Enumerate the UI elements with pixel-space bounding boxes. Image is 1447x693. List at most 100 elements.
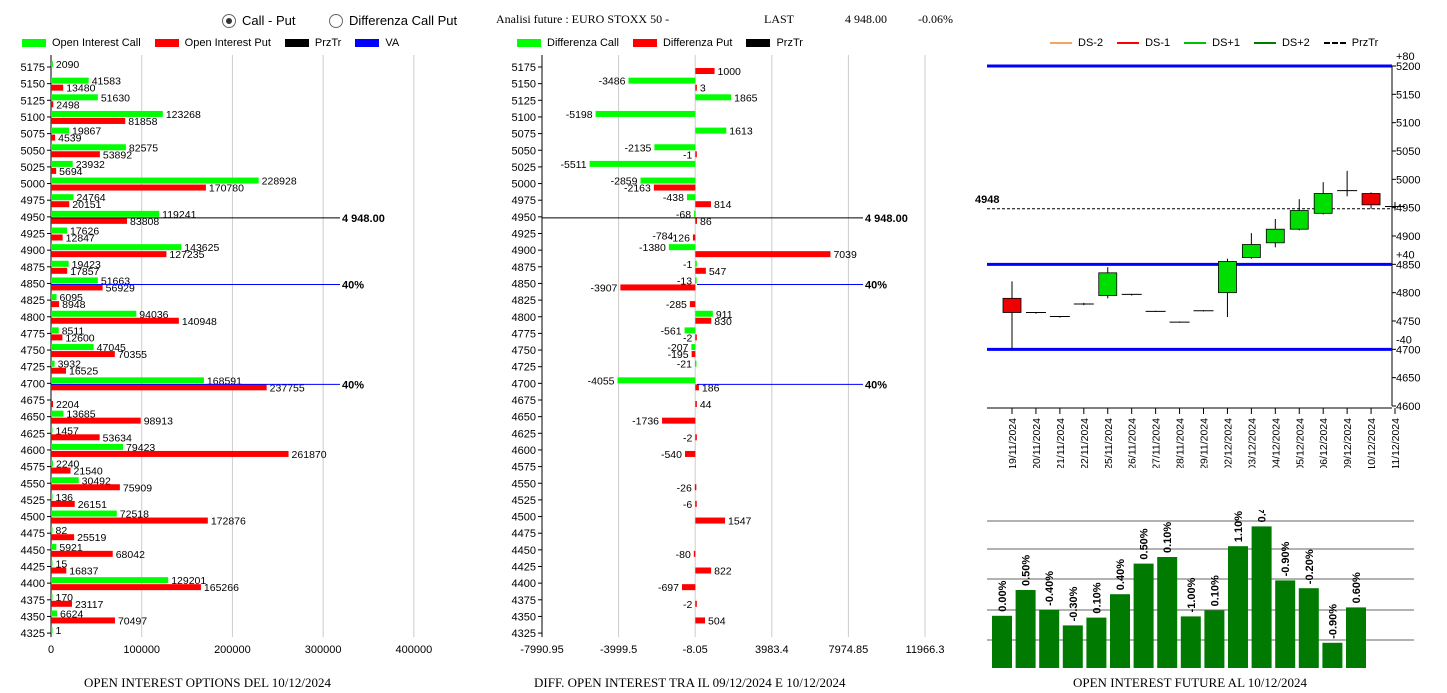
legend2-put: Differenza Put <box>662 37 733 49</box>
strike-label: 5025 <box>512 162 536 174</box>
strike-label: 4525 <box>21 495 45 507</box>
call-bar <box>51 510 117 517</box>
strike-label: 4550 <box>512 478 536 490</box>
put-value-label: 83808 <box>130 216 159 228</box>
date-label: 25/11/2024 <box>1103 418 1115 468</box>
call-value-label: 82575 <box>129 142 158 154</box>
strike-label: 4700 <box>512 378 536 390</box>
future-bar <box>1110 594 1130 668</box>
put-value-label: -2 <box>683 599 692 611</box>
legend-future: DS-2 DS-1 DS+1 DS+2 PrzTr <box>1050 37 1378 49</box>
put-bar <box>51 317 179 324</box>
put-swatch <box>154 39 179 47</box>
call-bar <box>51 210 160 217</box>
call-bar <box>51 344 94 351</box>
price-label: 4948 <box>975 194 999 206</box>
put-value-label: 26151 <box>78 499 107 511</box>
footer-diff: DIFF. OPEN INTEREST TRA IL 09/12/2024 E … <box>534 675 846 690</box>
put-bar <box>695 384 699 391</box>
future-bar <box>1180 616 1201 668</box>
put-bar <box>51 534 75 541</box>
date-label: 02/12/2024 <box>1222 418 1234 468</box>
strike-label: 4400 <box>512 578 536 590</box>
strike-label: 4625 <box>21 428 45 440</box>
put-value-label: 261870 <box>292 449 327 461</box>
put-bar <box>695 600 697 607</box>
strike-label: 4350 <box>512 611 536 623</box>
call-value-label: 1865 <box>734 92 758 104</box>
strike-label: 4875 <box>512 262 536 274</box>
put-value-label: 98913 <box>144 416 173 428</box>
put-value-label: -26 <box>677 482 692 494</box>
put-value-label: -1736 <box>632 416 659 428</box>
date-label: 22/11/2024 <box>1079 418 1091 468</box>
put-value-label: 75909 <box>123 482 152 494</box>
call-bar <box>51 627 53 634</box>
call-value-label: 82 <box>56 525 68 537</box>
put-bar <box>51 351 115 358</box>
call-bar <box>51 427 53 434</box>
radio-selected-icon <box>222 13 236 28</box>
put-bar <box>695 317 712 324</box>
put-bar <box>695 567 712 574</box>
strike-label: 5125 <box>21 95 45 107</box>
candle-body <box>1218 261 1237 294</box>
prztr-swatch <box>284 39 309 47</box>
call-bar <box>694 210 696 217</box>
strike-label: 4875 <box>21 262 45 274</box>
put-value-label: -126 <box>669 233 690 245</box>
put-bar <box>695 500 697 507</box>
future-bar-label: -0.30% <box>1068 586 1080 621</box>
strike-label: 5050 <box>21 145 45 157</box>
future-bar <box>1322 642 1343 668</box>
put-value-label: -1 <box>683 149 692 161</box>
call-value-label: 911 <box>716 309 733 321</box>
future-bar <box>1039 609 1060 668</box>
strike-label: 5075 <box>512 129 536 141</box>
put-bar <box>695 517 726 524</box>
put-value-label: 1000 <box>718 66 742 78</box>
diff-prztr-swatch <box>746 39 771 47</box>
put-bar <box>51 251 167 258</box>
future-bar <box>1346 607 1366 668</box>
strike-label: 4375 <box>21 595 45 607</box>
strike-label: 4725 <box>21 362 45 374</box>
put-bar <box>51 234 63 241</box>
future-bar-label: -0.40% <box>1044 571 1056 606</box>
put-bar <box>51 584 201 591</box>
call-bar <box>51 360 55 367</box>
call-put-radio[interactable]: Call - Put <box>222 13 295 28</box>
future-bar-label: 0.40% <box>1257 510 1269 522</box>
strike-label: 4575 <box>512 462 536 474</box>
legend-diff: Differenza Call Differenza Put PrzTr <box>517 37 803 49</box>
put-value-label: 70497 <box>118 615 147 627</box>
legend3-dsp2: DS+2 <box>1281 37 1310 49</box>
put-value-label: 127235 <box>169 249 204 261</box>
future-bar-label: 0.50% <box>1139 528 1151 559</box>
call-bar <box>695 127 727 134</box>
put-bar <box>689 301 696 308</box>
call-bar <box>51 260 69 267</box>
future-bar <box>1015 590 1036 668</box>
strike-label: 5025 <box>21 162 45 174</box>
call-value-label: -5198 <box>566 109 593 121</box>
va-label: 40% <box>342 379 364 391</box>
put-value-label: 81858 <box>128 116 157 128</box>
future-bar <box>1298 588 1319 668</box>
diff-call-put-radio[interactable]: Differenza Call Put <box>329 13 457 28</box>
put-value-label: -2 <box>683 432 692 444</box>
put-bar <box>653 184 696 191</box>
put-value-label: 17857 <box>70 266 99 278</box>
level-label: +40 <box>1396 249 1415 261</box>
put-bar <box>51 467 71 474</box>
call-value-label: -1380 <box>639 242 666 254</box>
strike-label: 4775 <box>512 328 536 340</box>
call-put-label: Call - Put <box>242 13 296 28</box>
future-oi-bar-chart: 0.00% 0.50% -0.40% -0.30% 0.10% 0.40% 0.50% 0.1… <box>987 510 1414 668</box>
future-bar <box>1228 546 1248 668</box>
put-bar <box>51 367 66 374</box>
call-value-label: 5921 <box>59 542 83 554</box>
x-tick-label: -3999.5 <box>600 644 637 656</box>
legend3-dsm1: DS-1 <box>1145 37 1171 49</box>
call-value-label: 19867 <box>72 126 101 138</box>
